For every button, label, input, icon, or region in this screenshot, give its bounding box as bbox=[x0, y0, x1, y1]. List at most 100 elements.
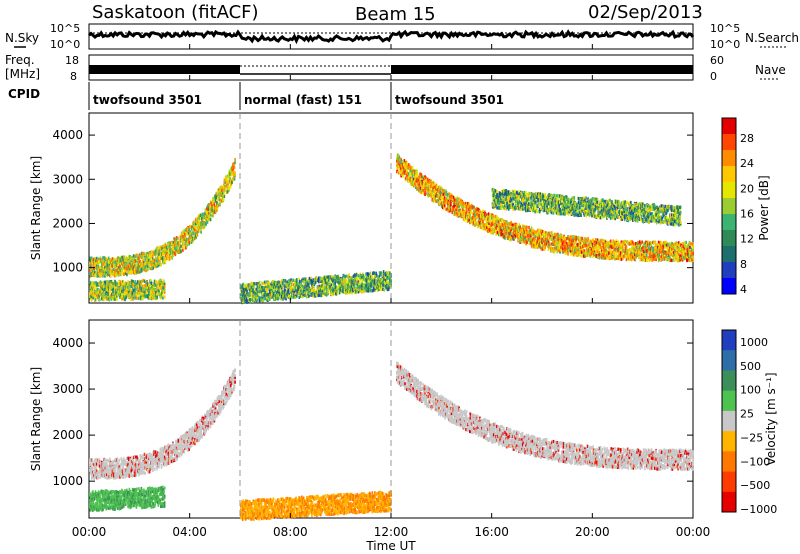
scatter-cell bbox=[194, 231, 196, 235]
scatter-cell bbox=[362, 290, 364, 294]
scatter-cell bbox=[154, 251, 156, 256]
scatter-cell bbox=[168, 257, 171, 261]
scatter-cell bbox=[341, 286, 344, 291]
scatter-cell bbox=[331, 279, 334, 284]
scatter-cell bbox=[258, 281, 261, 285]
scatter-cell bbox=[291, 295, 293, 299]
scatter-cell bbox=[122, 258, 124, 262]
scatter-cell bbox=[129, 284, 132, 288]
scatter-cell bbox=[181, 235, 184, 239]
scatter-cell bbox=[141, 268, 143, 272]
scatter-cell bbox=[232, 164, 234, 168]
scatter-cell bbox=[520, 240, 523, 244]
scatter-cell bbox=[125, 261, 128, 265]
scatter-cell bbox=[170, 255, 172, 259]
scatter-cell bbox=[388, 273, 391, 277]
scatter-cell bbox=[255, 291, 257, 295]
scatter-cell bbox=[123, 266, 126, 270]
scatter-cell bbox=[388, 285, 391, 289]
scatter-cell bbox=[141, 252, 144, 256]
scatter-cell bbox=[188, 228, 190, 232]
scatter-cell bbox=[357, 285, 359, 290]
scatter-cell bbox=[369, 277, 371, 281]
scatter-cell bbox=[343, 286, 346, 290]
scatter-cell bbox=[156, 295, 158, 299]
scatter-cell bbox=[271, 289, 274, 293]
scatter-cell bbox=[123, 272, 126, 276]
scatter-cell bbox=[101, 263, 104, 267]
scatter-cell bbox=[243, 283, 246, 287]
scatter-cell bbox=[204, 224, 206, 228]
scatter-cell bbox=[281, 291, 284, 295]
scatter-cell bbox=[308, 286, 311, 290]
scatter-cell bbox=[390, 279, 392, 283]
scatter-cell bbox=[327, 281, 330, 285]
scatter-cell bbox=[151, 254, 154, 258]
scatter-cell bbox=[370, 277, 372, 281]
scatter-cell bbox=[330, 275, 333, 279]
scatter-cell bbox=[133, 254, 135, 258]
scatter-cell bbox=[375, 279, 378, 283]
scatter-cell bbox=[231, 180, 233, 184]
scatter-cell bbox=[335, 285, 337, 289]
scatter-cell bbox=[99, 274, 101, 278]
scatter-cell bbox=[148, 291, 150, 295]
scatter-cell bbox=[101, 282, 104, 286]
scatter-cell bbox=[157, 256, 160, 260]
scatter-cell bbox=[384, 277, 387, 281]
scatter-cell bbox=[317, 285, 319, 289]
scatter-cell bbox=[287, 284, 289, 288]
scatter-cell bbox=[281, 285, 284, 289]
scatter-cell bbox=[382, 270, 385, 274]
scatter-cell bbox=[138, 288, 141, 292]
scatter-cell bbox=[151, 256, 154, 260]
scatter-cell bbox=[374, 273, 377, 278]
scatter-cell bbox=[197, 228, 200, 232]
scatter-cell bbox=[348, 290, 350, 294]
scatter-cell bbox=[150, 250, 153, 254]
scatter-cell bbox=[108, 298, 111, 302]
scatter-cell bbox=[240, 285, 243, 290]
scatter-cell bbox=[107, 260, 110, 264]
scatter-cell bbox=[268, 291, 271, 295]
scatter-cell bbox=[121, 266, 123, 270]
scatter-cell bbox=[310, 279, 313, 283]
scatter-cell bbox=[103, 268, 106, 273]
scatter-cell bbox=[344, 275, 346, 279]
scatter-cell bbox=[90, 262, 92, 266]
scatter-cell bbox=[292, 288, 294, 293]
scatter-cell bbox=[199, 227, 201, 231]
cpid-segment-label: twofsound 3501 bbox=[395, 93, 504, 107]
scatter-cell bbox=[133, 262, 135, 266]
scatter-cell bbox=[352, 287, 354, 291]
scatter-cell bbox=[207, 211, 210, 215]
scatter-cell bbox=[241, 290, 243, 294]
scatter-cell bbox=[382, 283, 384, 287]
scatter-cell bbox=[160, 278, 162, 283]
scatter-cell bbox=[128, 295, 131, 299]
scatter-cell bbox=[151, 262, 153, 266]
scatter-cell bbox=[145, 264, 147, 268]
scatter-cell bbox=[159, 254, 162, 259]
scatter-cell bbox=[107, 256, 110, 260]
scatter-cell bbox=[241, 294, 244, 298]
scatter-cell bbox=[341, 278, 344, 282]
scatter-cell bbox=[125, 269, 128, 273]
scatter-cell bbox=[326, 288, 329, 292]
scatter-cell bbox=[162, 252, 165, 256]
scatter-cell bbox=[136, 254, 139, 258]
scatter-cell bbox=[251, 293, 253, 297]
scatter-cell bbox=[345, 274, 348, 278]
scatter-cell bbox=[290, 278, 292, 282]
scatter-cell bbox=[307, 294, 310, 298]
scatter-cell bbox=[286, 293, 289, 297]
scatter-cell bbox=[118, 259, 121, 263]
scatter-cell bbox=[296, 278, 298, 282]
scatter-cell bbox=[101, 270, 103, 274]
scatter-cell bbox=[283, 279, 285, 283]
scatter-cell bbox=[276, 295, 279, 299]
scatter-cell bbox=[163, 252, 166, 256]
scatter-cell bbox=[126, 288, 128, 292]
scatter-cell bbox=[163, 295, 166, 299]
scatter-cell bbox=[327, 290, 330, 294]
